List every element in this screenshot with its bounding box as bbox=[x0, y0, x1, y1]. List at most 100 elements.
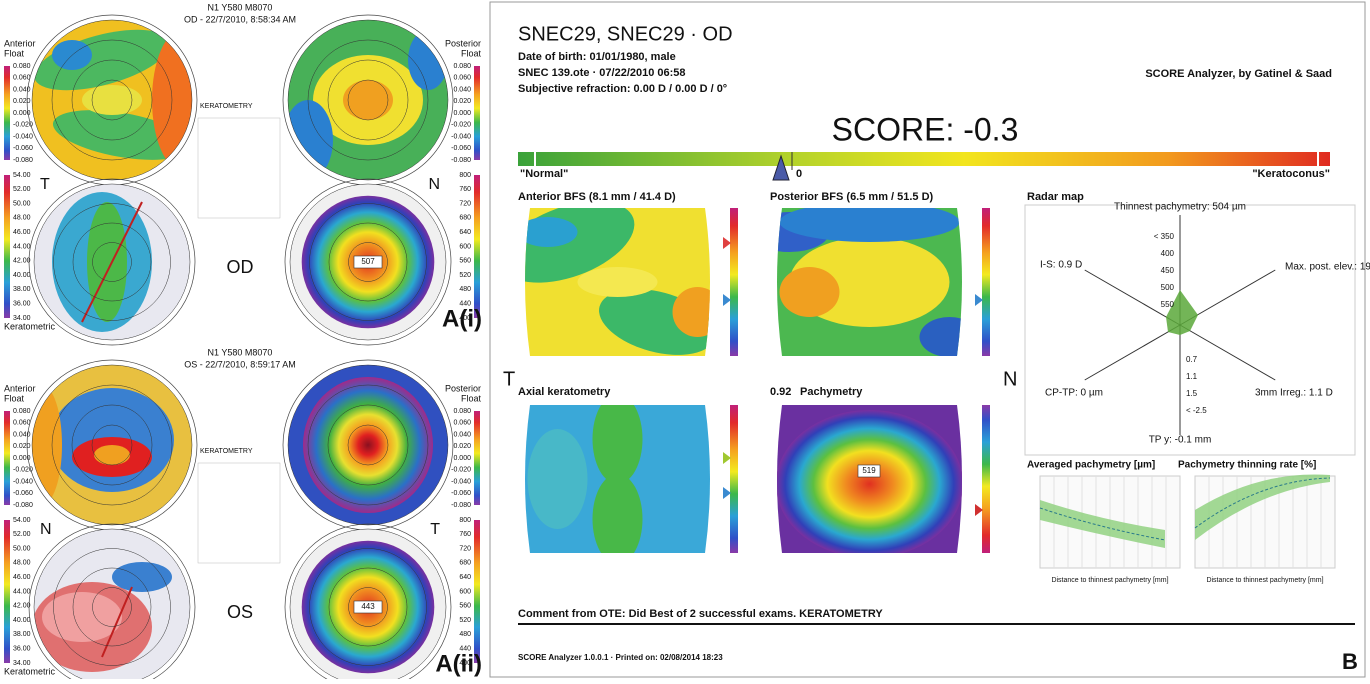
scale-label: "Keratoconus" bbox=[1252, 168, 1330, 180]
scale-label: -0.020 bbox=[451, 122, 471, 129]
report-map bbox=[525, 405, 710, 553]
scale-label: 560 bbox=[459, 603, 471, 610]
pachy-center-box bbox=[353, 600, 383, 614]
map-ring bbox=[347, 424, 389, 466]
map-ring bbox=[348, 587, 388, 627]
map-label: Float bbox=[4, 48, 25, 58]
map-region bbox=[94, 445, 130, 465]
map-ring bbox=[348, 242, 388, 282]
side-label: T bbox=[430, 521, 440, 538]
radar-label: 3mm Irreg.: 1.1 D bbox=[1255, 388, 1333, 399]
map-region bbox=[303, 377, 433, 513]
scale-label: 42.00 bbox=[13, 603, 31, 610]
map-label: Anterior bbox=[4, 38, 36, 48]
scale-label: 0.000 bbox=[453, 110, 471, 117]
color-scale bbox=[474, 520, 480, 663]
map-region bbox=[525, 217, 578, 247]
radar-tick: 500 bbox=[1161, 283, 1175, 292]
topography-map bbox=[34, 184, 190, 340]
radar-tick: < -2.5 bbox=[1186, 406, 1207, 415]
map-ring bbox=[327, 59, 409, 141]
scale-label: 0.040 bbox=[13, 86, 31, 93]
map-ring bbox=[72, 222, 152, 302]
scale-label: -0.020 bbox=[13, 122, 33, 129]
scale-label: -0.040 bbox=[451, 133, 471, 140]
scale-label: 36.00 bbox=[13, 646, 31, 653]
map-outline bbox=[284, 178, 452, 346]
map-ring bbox=[51, 384, 173, 506]
scale-label: 34.00 bbox=[13, 315, 31, 322]
scale-label: 0.040 bbox=[13, 431, 31, 438]
map-ring bbox=[307, 39, 429, 161]
map-ring bbox=[287, 364, 449, 526]
scale-label: 600 bbox=[459, 243, 471, 250]
map-ring bbox=[92, 242, 132, 282]
map-region bbox=[527, 429, 588, 529]
scale-label: 38.00 bbox=[13, 286, 31, 293]
topography-map bbox=[288, 365, 448, 525]
map-title: Anterior BFS (8.1 mm / 41.4 D) bbox=[518, 191, 676, 203]
color-scale bbox=[4, 520, 10, 663]
radar-label: TP y: -0.1 mm bbox=[1149, 435, 1212, 446]
scale-label: 48.00 bbox=[13, 215, 31, 222]
chart-title: Pachymetry thinning rate [%] bbox=[1178, 460, 1316, 471]
map-region bbox=[577, 267, 658, 297]
radar-tick: 0.7 bbox=[1186, 355, 1198, 364]
chart-line bbox=[1194, 477, 1331, 529]
map-label: Posterior bbox=[445, 38, 481, 48]
scale-label: 440 bbox=[459, 301, 471, 308]
color-scale bbox=[474, 175, 480, 318]
map-region bbox=[592, 474, 643, 553]
scale-label: 0.060 bbox=[13, 420, 31, 427]
scale-label: 0.000 bbox=[13, 455, 31, 462]
scale-label: -0.080 bbox=[13, 502, 33, 509]
score: SCORE: -0.3 bbox=[832, 111, 1019, 147]
patient: SNEC29, SNEC29 · OD bbox=[518, 23, 733, 45]
refraction: Subjective refraction: 0.00 D / 0.00 D /… bbox=[518, 83, 727, 95]
scale-label: 600 bbox=[459, 588, 471, 595]
topography-map bbox=[34, 529, 190, 684]
scale-label: 800 bbox=[459, 517, 471, 524]
scale-label: 0.080 bbox=[13, 408, 31, 415]
map-title: Posterior BFS (6.5 mm / 51.5 D) bbox=[770, 191, 934, 203]
scale-label: 52.00 bbox=[13, 531, 31, 538]
scale-label: -0.080 bbox=[13, 157, 33, 164]
map-ring bbox=[53, 203, 171, 321]
map-region bbox=[32, 385, 62, 505]
scale-label: 0.060 bbox=[13, 75, 31, 82]
scale-label: 720 bbox=[459, 200, 471, 207]
map-ring bbox=[287, 19, 449, 181]
side-label: N bbox=[428, 176, 440, 193]
scale-label: 0.020 bbox=[453, 443, 471, 450]
scale-label: 0.000 bbox=[13, 110, 31, 117]
colorbar bbox=[982, 208, 990, 356]
radar-tick: 450 bbox=[1161, 266, 1175, 275]
indicator bbox=[975, 294, 983, 306]
scale-label: -0.020 bbox=[451, 467, 471, 474]
scale-label: 42.00 bbox=[13, 258, 31, 265]
scale-label: 760 bbox=[459, 531, 471, 538]
scale-label: -0.040 bbox=[451, 478, 471, 485]
eye-label: OS bbox=[227, 602, 253, 622]
panel-label: A(i) bbox=[442, 305, 482, 332]
radar-axis bbox=[1084, 269, 1181, 326]
map-ring bbox=[327, 404, 409, 486]
scale-label: 54.00 bbox=[13, 517, 31, 524]
summary-box bbox=[197, 117, 281, 219]
scale-label: 0.080 bbox=[453, 408, 471, 415]
map-region bbox=[408, 30, 448, 90]
scale-label: 0.020 bbox=[453, 98, 471, 105]
indicator bbox=[723, 487, 731, 499]
scale-label: -0.060 bbox=[451, 490, 471, 497]
map-outline bbox=[28, 523, 196, 684]
map-region bbox=[777, 410, 962, 553]
scale-label: 52.00 bbox=[13, 186, 31, 193]
map-label: Float bbox=[4, 393, 25, 403]
scale-label: 0.040 bbox=[453, 86, 471, 93]
colorbar bbox=[982, 405, 990, 553]
radar-label: I-S: 0.9 D bbox=[1040, 260, 1082, 271]
scale-label: 34.00 bbox=[13, 660, 31, 667]
radar-label: CP-TP: 0 µm bbox=[1045, 388, 1103, 399]
color-scale bbox=[474, 411, 480, 505]
